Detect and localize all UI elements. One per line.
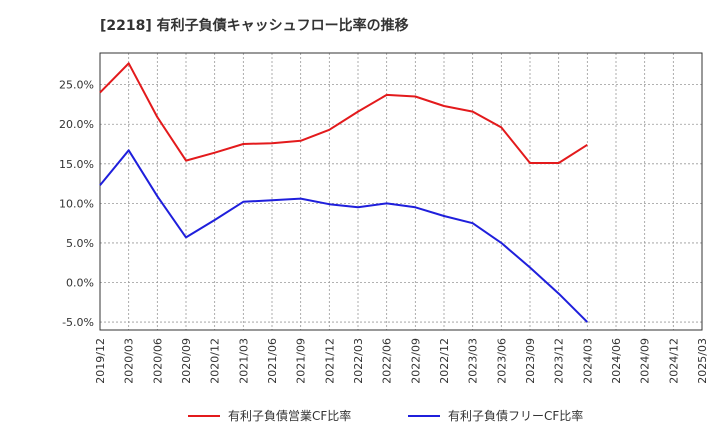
legend-label-1: 有利子負債営業CF比率 (228, 408, 351, 423)
y-tick-label: 20.0% (59, 118, 94, 131)
y-tick-label: 5.0% (66, 237, 94, 250)
x-tick-label: 2023/06 (495, 338, 508, 384)
x-tick-label: 2022/06 (381, 338, 394, 384)
x-tick-label: 2021/12 (323, 338, 336, 384)
x-tick-label: 2022/03 (352, 338, 365, 384)
x-tick-label: 2022/09 (409, 338, 422, 384)
y-tick-label: 15.0% (59, 158, 94, 171)
y-tick-label: 25.0% (59, 79, 94, 92)
grid-lines (99, 52, 703, 331)
x-tick-label: 2023/03 (467, 338, 480, 384)
x-tick-label: 2024/09 (639, 338, 652, 384)
series-lines (99, 62, 589, 323)
x-tick-label: 2019/12 (94, 338, 107, 384)
x-tick-label: 2025/03 (696, 338, 709, 384)
x-tick-label: 2020/06 (151, 338, 164, 384)
chart-title: [2218] 有利子負債キャッシュフロー比率の推移 (100, 17, 409, 34)
x-axis: 2019/12 2020/03 2020/06 2020/09 2020/12 2021/… (94, 338, 709, 384)
x-tick-label: 2024/06 (610, 338, 623, 384)
x-tick-label: 2020/09 (180, 338, 193, 384)
y-tick-label: 10.0% (59, 197, 94, 210)
x-tick-label: 2022/12 (438, 338, 451, 384)
x-tick-label: 2024/12 (667, 338, 680, 384)
x-tick-label: 2021/06 (266, 338, 279, 384)
x-tick-label: 2023/09 (524, 338, 537, 384)
plot-border (99, 52, 703, 331)
x-tick-label: 2023/12 (553, 338, 566, 384)
x-tick-label: 2024/03 (581, 338, 594, 384)
x-tick-label: 2020/12 (209, 338, 222, 384)
x-tick-label: 2021/09 (295, 338, 308, 384)
legend-label-2: 有利子負債フリーCF比率 (448, 408, 583, 423)
plot-area (99, 52, 703, 331)
x-tick-label: 2021/03 (237, 338, 250, 384)
y-tick-label: 0.0% (66, 277, 94, 290)
series-line-2 (99, 149, 589, 323)
y-axis: -5.0% 0.0% 5.0% 10.0% 15.0% 20.0% 25.0% (59, 79, 94, 329)
series-line-1 (99, 62, 588, 164)
x-tick-label: 2020/03 (123, 338, 136, 384)
legend: 有利子負債営業CF比率 有利子負債フリーCF比率 (188, 408, 583, 423)
y-tick-label: -5.0% (62, 316, 94, 329)
